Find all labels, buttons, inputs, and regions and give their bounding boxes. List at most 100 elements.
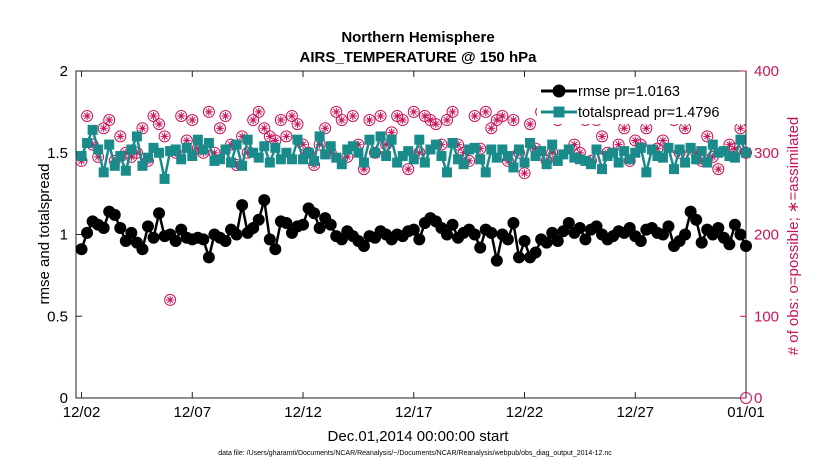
rmse-marker: [440, 228, 453, 241]
totalspread-marker: [181, 142, 192, 153]
totalspread-marker: [286, 154, 297, 165]
totalspread-marker: [480, 167, 491, 178]
totalspread-marker: [652, 151, 663, 162]
y-tick-label: 0.5: [47, 308, 68, 325]
totalspread-marker: [87, 124, 98, 135]
totalspread-marker: [364, 134, 375, 145]
rmse-marker: [169, 235, 182, 248]
totalspread-marker: [441, 167, 452, 178]
obs-assimilated-marker: [249, 116, 258, 125]
obs-possible-marker: [740, 392, 752, 404]
totalspread-marker: [109, 160, 120, 171]
obs-assimilated-marker: [459, 148, 468, 157]
totalspread-marker: [508, 162, 519, 173]
totalspread-marker: [392, 157, 403, 168]
totalspread-marker: [608, 147, 619, 158]
rmse-marker: [81, 226, 94, 239]
rmse-marker: [562, 217, 575, 230]
obs-assimilated-marker: [653, 144, 662, 153]
obs-assimilated-marker: [287, 111, 296, 120]
obs-possible-marker: [656, 134, 669, 147]
totalspread-marker: [336, 159, 347, 170]
y2-tick-label: 0: [754, 390, 762, 407]
obs-assimilated-marker: [681, 124, 690, 133]
obs-assimilated-marker: [642, 124, 651, 133]
rmse-marker: [490, 254, 503, 267]
obs-assimilated-marker: [332, 107, 341, 116]
obs-assimilated-marker: [88, 140, 97, 149]
totalspread-marker: [447, 137, 458, 148]
totalspread-marker: [619, 146, 630, 157]
totalspread-marker: [347, 141, 358, 152]
obs-assimilated-marker: [426, 116, 435, 125]
rmse-marker: [313, 221, 326, 234]
x-tick-label: 12/27: [616, 404, 654, 421]
rmse-marker: [579, 233, 592, 246]
obs-assimilated-marker: [409, 107, 418, 116]
totalspread-marker: [154, 147, 165, 158]
obs-possible-marker: [164, 293, 177, 306]
x-tick-label: 12/12: [284, 404, 322, 421]
totalspread-marker: [696, 146, 707, 157]
obs-assimilated-marker: [376, 111, 385, 120]
obs-possible-marker: [396, 114, 409, 127]
obs-assimilated-marker: [393, 111, 402, 120]
totalspread-marker: [137, 160, 148, 171]
totalspread-marker: [713, 147, 724, 158]
totalspread-marker: [536, 146, 547, 157]
totalspread-marker: [342, 144, 353, 155]
obs-possible-marker: [335, 114, 348, 127]
obs-assimilated-marker: [99, 124, 108, 133]
obs-assimilated-marker: [182, 136, 191, 145]
totalspread-marker: [303, 147, 314, 158]
obs-possible-marker: [97, 122, 110, 135]
obs-assimilated-marker: [138, 124, 147, 133]
obs-possible-marker: [158, 130, 171, 143]
obs-possible-marker: [81, 109, 94, 122]
totalspread-marker: [635, 142, 646, 153]
y2-tick-label: 400: [754, 63, 779, 80]
totalspread-marker: [370, 147, 381, 158]
obs-assimilated-marker: [127, 152, 136, 161]
totalspread-marker: [458, 159, 469, 170]
rmse-marker: [153, 207, 166, 220]
obs-assimilated-marker: [620, 124, 629, 133]
obs-possible-marker: [202, 105, 215, 118]
totalspread-marker: [358, 157, 369, 168]
obs-assimilated-marker: [454, 140, 463, 149]
totalspread-marker: [724, 151, 735, 162]
totalspread-marker: [685, 142, 696, 153]
obs-assimilated-marker: [265, 132, 274, 141]
chart-title: Northern Hemisphere: [341, 29, 494, 46]
rmse-marker: [501, 233, 514, 246]
totalspread-marker: [148, 142, 159, 153]
rmse-marker: [407, 223, 420, 236]
totalspread-marker: [104, 139, 115, 150]
totalspread-marker: [502, 151, 513, 162]
obs-possible-marker: [285, 109, 298, 122]
obs-assimilated-marker: [260, 124, 269, 133]
obs-possible-marker: [507, 114, 520, 127]
totalspread-marker: [657, 152, 668, 163]
totalspread-marker: [475, 154, 486, 165]
obs-assimilated-marker: [105, 116, 114, 125]
rmse-marker: [114, 221, 127, 234]
obs-assimilated-marker: [520, 169, 529, 178]
obs-possible-marker: [219, 109, 232, 122]
rmse-marker: [551, 235, 564, 248]
totalspread-marker: [165, 146, 176, 157]
obs-assimilated-marker: [238, 132, 247, 141]
totalspread-marker: [353, 147, 364, 158]
obs-possible-marker: [280, 130, 293, 143]
rmse-marker: [529, 246, 542, 259]
obs-assimilated-marker: [725, 140, 734, 149]
x-tick-label: 12/07: [174, 404, 212, 421]
obs-possible-marker: [440, 114, 453, 127]
rmse-marker: [308, 207, 321, 220]
obs-assimilated-marker: [83, 111, 92, 120]
totalspread-marker: [613, 157, 624, 168]
obs-possible-marker: [213, 122, 226, 135]
rmse-marker: [75, 243, 88, 256]
totalspread-marker: [281, 147, 292, 158]
